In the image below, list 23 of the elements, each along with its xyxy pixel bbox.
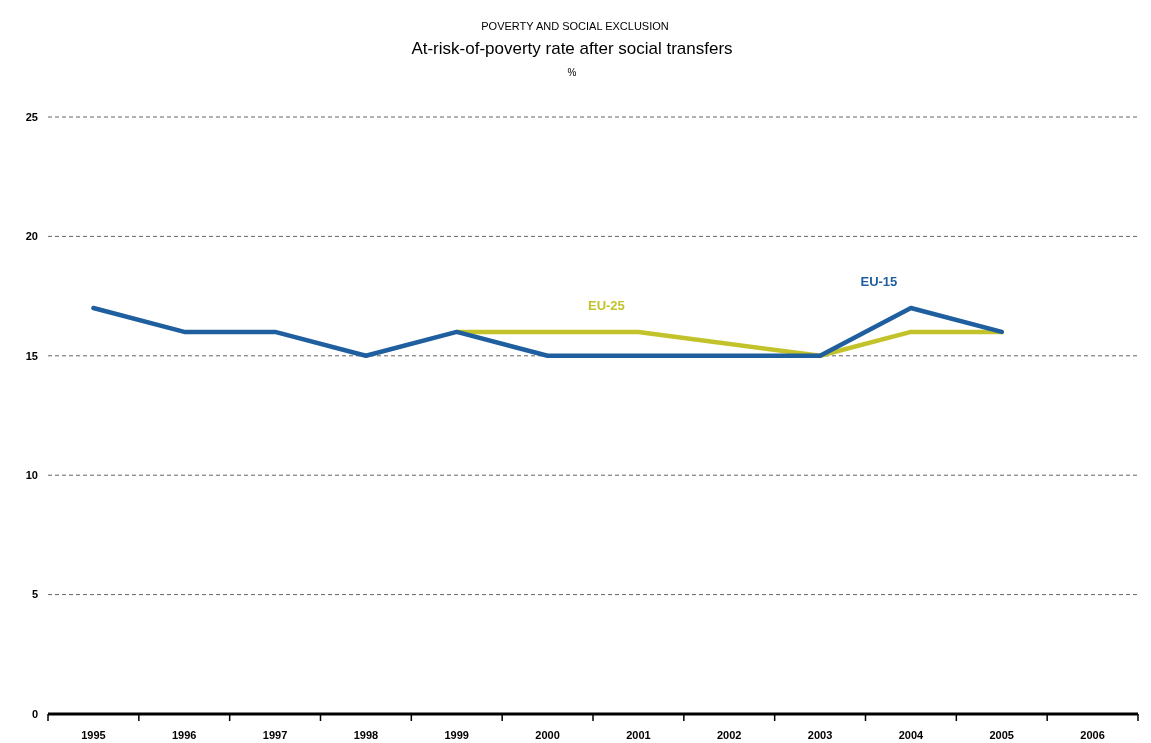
x-tick-label: 1995 (81, 729, 106, 741)
x-tick-label: 2004 (898, 729, 925, 741)
x-tick-label: 2000 (535, 729, 560, 741)
y-tick-label: 20 (25, 230, 38, 243)
chart-subtitle: POVERTY AND SOCIAL EXCLUSION (481, 20, 669, 32)
x-tick-label: 1998 (353, 729, 379, 741)
x-tick-label: 2005 (989, 729, 1014, 741)
series-label: EU-15 (860, 274, 898, 290)
x-tick-label: 2001 (626, 729, 651, 741)
x-tick-label: 2006 (1080, 729, 1105, 741)
x-tick-label: 2003 (807, 729, 833, 741)
x-tick-label: 1997 (262, 729, 288, 741)
x-tick-label: 1996 (172, 729, 197, 741)
x-tick-label: 1999 (444, 729, 469, 741)
y-axis-title: % (567, 67, 577, 78)
series-label: EU-25 (587, 297, 625, 313)
x-tick-label: 2002 (717, 729, 742, 741)
y-tick-label: 5 (31, 588, 38, 601)
y-tick-label: 25 (25, 110, 38, 123)
y-tick-label: 10 (25, 469, 38, 482)
y-tick-label: 15 (25, 349, 38, 362)
chart-title: At-risk-of-poverty rate after social transfers (411, 39, 733, 58)
y-tick-label: 0 (31, 707, 38, 720)
